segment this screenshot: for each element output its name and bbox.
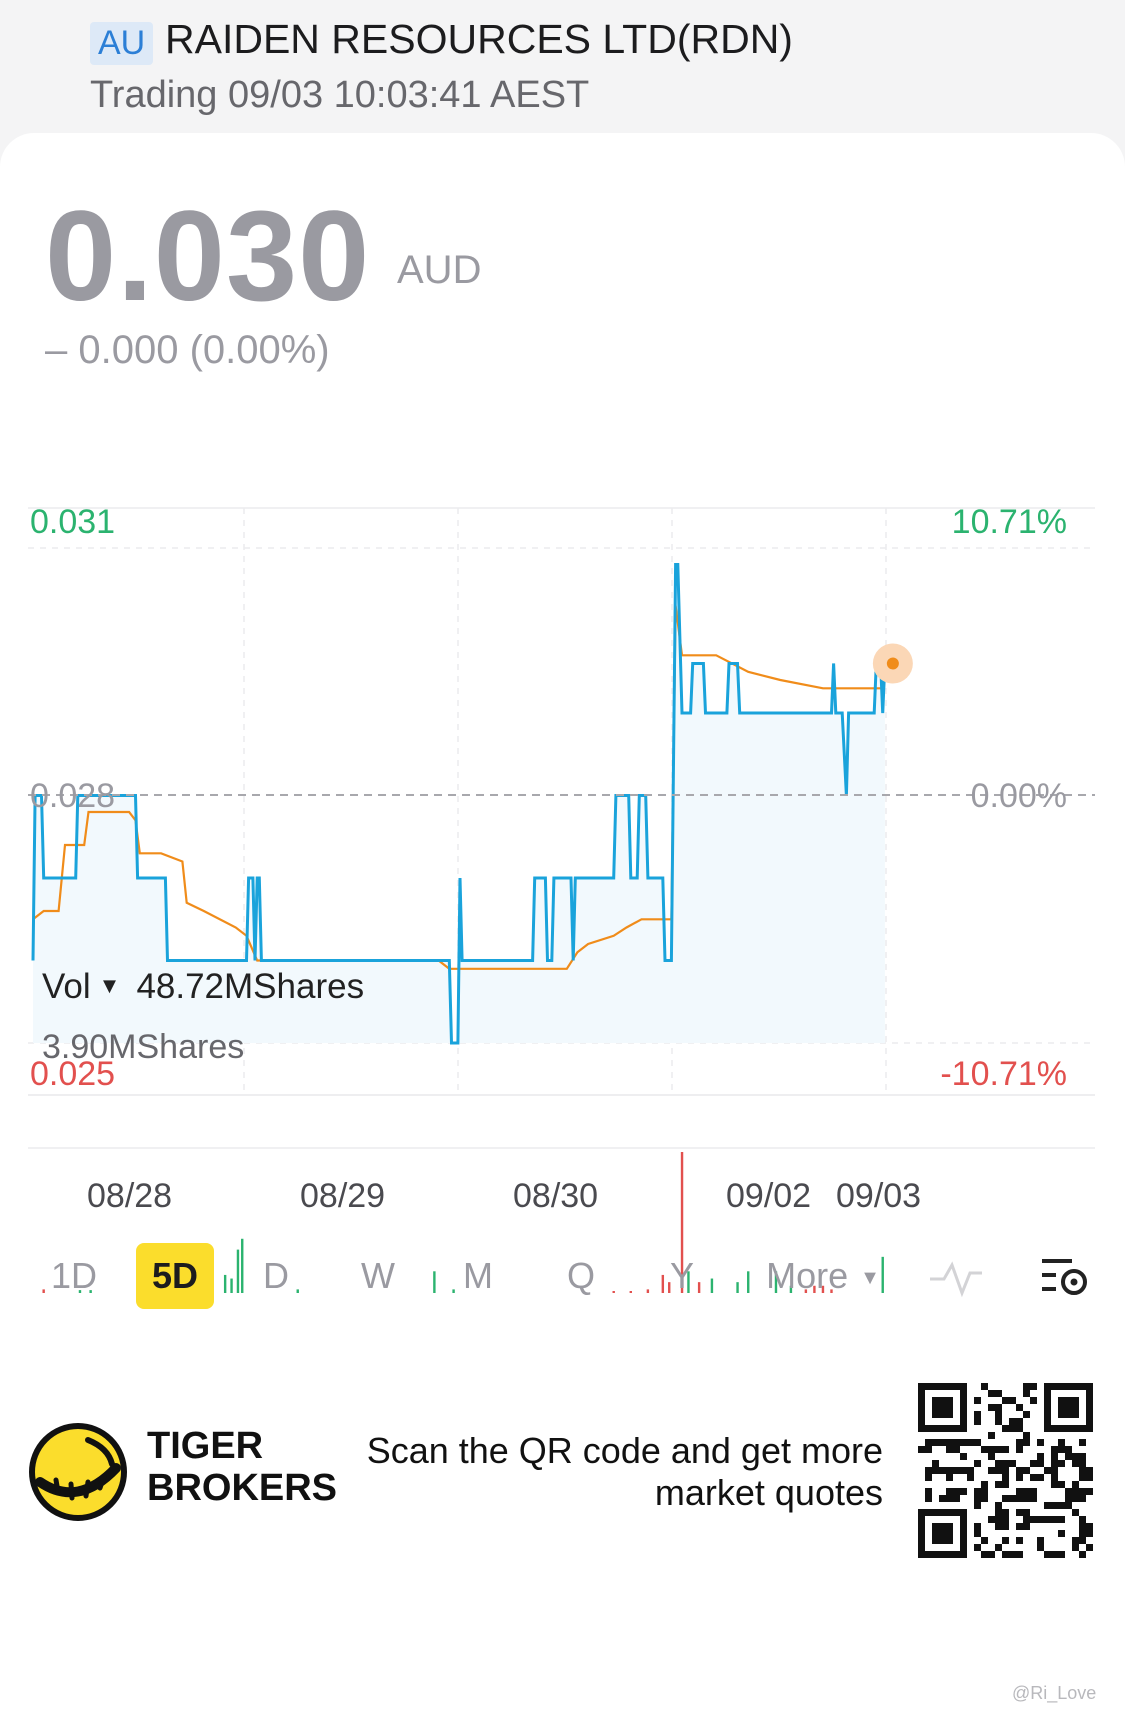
quote-header: AU RAIDEN RESOURCES LTD(RDN) Trading 09/… bbox=[0, 0, 1125, 135]
date-label: 08/30 bbox=[513, 1177, 599, 1215]
volume-total: 48.72MShares bbox=[136, 967, 365, 1006]
qr-code-icon[interactable] bbox=[918, 1383, 1093, 1558]
volume-bar bbox=[629, 1291, 632, 1293]
date-label: 09/02 bbox=[726, 1177, 812, 1215]
volume-bar bbox=[881, 1256, 884, 1293]
volume-bar bbox=[223, 1274, 227, 1293]
chart-settings-icon[interactable] bbox=[1038, 1249, 1090, 1301]
price-chart[interactable] bbox=[0, 0, 1125, 1330]
dropdown-caret-icon: ▼ bbox=[98, 972, 121, 998]
trading-status: Trading 09/03 10:03:41 AEST bbox=[90, 74, 590, 116]
volume-bar bbox=[789, 1285, 793, 1293]
more-label: More bbox=[766, 1255, 849, 1296]
volume-bar bbox=[89, 1290, 92, 1293]
last-price-marker bbox=[872, 643, 913, 684]
currency-label: AUD bbox=[397, 248, 482, 292]
volume-bar bbox=[236, 1249, 240, 1293]
volume-bar bbox=[78, 1290, 82, 1293]
chart-grid bbox=[28, 507, 1095, 1149]
promo-text: Scan the QR code and get more market quo… bbox=[366, 1430, 883, 1513]
tab-5d[interactable]: 5D bbox=[136, 1243, 214, 1309]
volume-bar bbox=[830, 1289, 833, 1293]
volume-bar bbox=[680, 1152, 684, 1293]
date-label: 08/29 bbox=[300, 1177, 386, 1215]
low-pct-label: -10.71% bbox=[940, 1055, 1067, 1093]
dropdown-caret-icon: ▼ bbox=[860, 1267, 880, 1289]
volume-bar bbox=[241, 1238, 244, 1293]
volume-bar bbox=[736, 1282, 739, 1293]
volume-bar bbox=[646, 1289, 650, 1293]
base-pct-label: 0.00% bbox=[970, 777, 1067, 815]
stock-name: RAIDEN RESOURCES LTD(RDN) bbox=[165, 16, 793, 62]
volume-bar bbox=[296, 1289, 299, 1293]
date-label: 08/28 bbox=[87, 1177, 173, 1215]
volume-bar bbox=[668, 1282, 671, 1293]
volume-indicator-selector[interactable]: Vol ▼ 48.72MShares bbox=[42, 967, 364, 1007]
intraday-line-icon[interactable] bbox=[928, 1255, 984, 1299]
volume-bar bbox=[433, 1271, 436, 1293]
price-line bbox=[31, 563, 887, 1045]
average-price-line bbox=[32, 605, 885, 970]
volume-bar bbox=[687, 1271, 690, 1293]
last-price: 0.030 bbox=[45, 185, 371, 328]
watermark-text: @Ri_Love bbox=[1012, 1683, 1097, 1703]
low-price-label: 0.025 bbox=[30, 1055, 116, 1093]
volume-bar bbox=[452, 1289, 455, 1293]
volume-bar bbox=[710, 1278, 714, 1293]
last-price-dot bbox=[886, 657, 899, 670]
base-price-label: 0.028 bbox=[30, 777, 116, 815]
date-label: 09/03 bbox=[836, 1177, 922, 1215]
tab-more[interactable]: More ▼ bbox=[748, 1243, 898, 1309]
volume-label: Vol bbox=[42, 967, 91, 1006]
volume-bar bbox=[804, 1289, 808, 1293]
tab-quarter[interactable]: Q bbox=[566, 1255, 595, 1296]
tab-month[interactable]: M bbox=[463, 1255, 493, 1296]
tab-year[interactable]: Y bbox=[669, 1255, 694, 1296]
volume-bar bbox=[821, 1285, 825, 1293]
tab-1d[interactable]: 1D bbox=[50, 1255, 98, 1296]
volume-bar bbox=[774, 1271, 778, 1293]
tab-week[interactable]: W bbox=[361, 1255, 395, 1296]
volume-bar bbox=[42, 1289, 45, 1293]
volume-bar bbox=[697, 1282, 701, 1293]
volume-max-label: 3.90MShares bbox=[42, 1028, 245, 1066]
volume-bar bbox=[747, 1271, 750, 1293]
market-badge: AU bbox=[90, 22, 154, 65]
tiger-logo-icon bbox=[29, 1423, 127, 1521]
volume-bar bbox=[230, 1278, 233, 1293]
price-change: – 0.000 (0.00%) bbox=[45, 328, 330, 372]
volume-bar bbox=[612, 1291, 615, 1293]
brand-name: TIGER BROKERS bbox=[147, 1425, 338, 1509]
period-tabs: 1D 5D D W M Q Y More ▼ bbox=[0, 1243, 1125, 1313]
volume-bar bbox=[661, 1274, 665, 1293]
volume-bar bbox=[813, 1285, 816, 1293]
high-pct-label: 10.71% bbox=[951, 503, 1067, 541]
high-price-label: 0.031 bbox=[30, 503, 116, 541]
tab-day[interactable]: D bbox=[263, 1255, 289, 1296]
